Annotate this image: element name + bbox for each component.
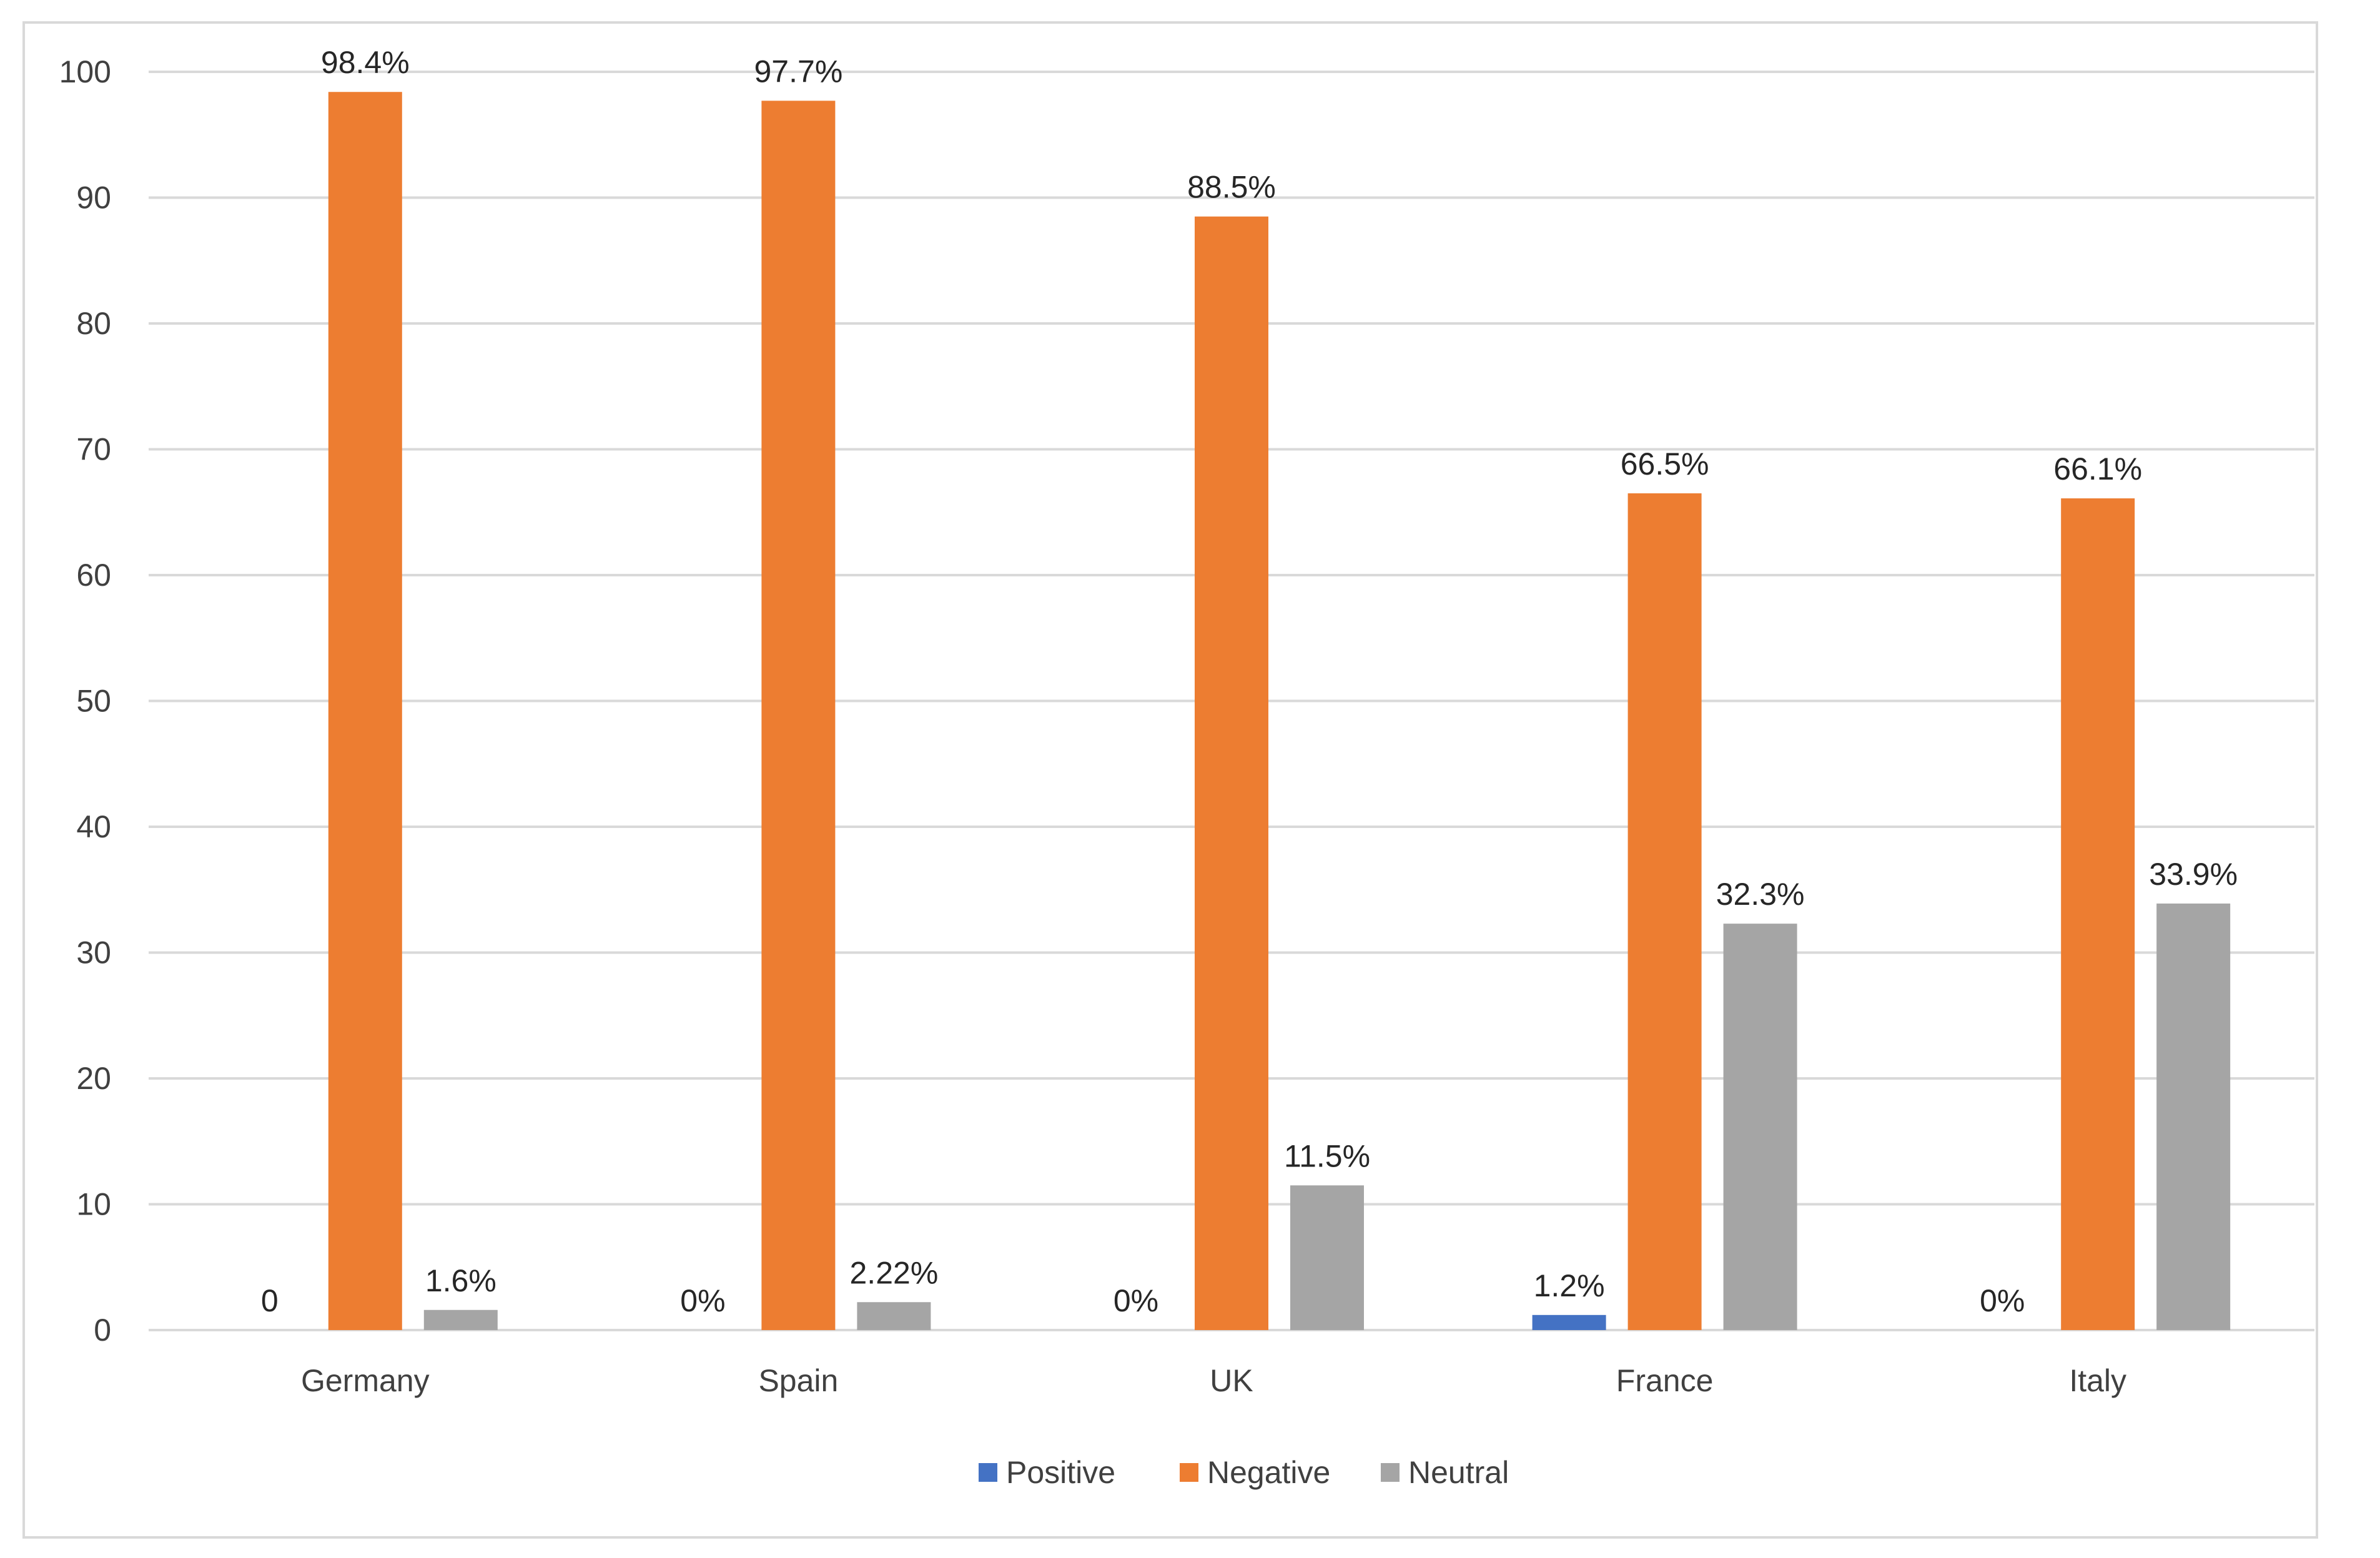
bar-neutral-germany — [423, 1309, 498, 1330]
legend-swatch-neutral — [1381, 1463, 1400, 1482]
data-label-positive-france: 1.2% — [1534, 1268, 1605, 1303]
data-label-neutral-uk: 11.5% — [1284, 1138, 1370, 1173]
bar-negative-france — [1627, 493, 1702, 1330]
data-label-negative-italy: 66.1% — [2053, 451, 2142, 486]
data-label-positive-uk: 0% — [1113, 1283, 1158, 1318]
data-label-neutral-spain: 2.22% — [850, 1255, 939, 1290]
bar-neutral-spain — [857, 1302, 931, 1330]
y-tick-label: 50 — [76, 684, 111, 719]
legend-swatch-negative — [1180, 1463, 1198, 1482]
data-label-negative-germany: 98.4% — [321, 45, 410, 80]
x-tick-label: UK — [1210, 1363, 1253, 1398]
y-tick-label: 20 — [76, 1061, 111, 1096]
y-axis-ticks: 0 10 20 30 40 50 60 70 80 90 100 — [59, 54, 111, 1348]
data-label-negative-uk: 88.5% — [1187, 170, 1276, 205]
y-tick-label: 10 — [76, 1187, 111, 1222]
data-label-positive-germany: 0 — [261, 1283, 279, 1318]
data-label-negative-france: 66.5% — [1621, 446, 1709, 481]
data-label-neutral-germany: 1.6% — [425, 1263, 496, 1298]
chart-frame — [22, 21, 2318, 1539]
y-tick-label: 80 — [76, 306, 111, 341]
data-label-positive-spain: 0% — [680, 1283, 725, 1318]
x-tick-label: Germany — [301, 1363, 430, 1398]
bar-negative-uk — [1195, 216, 1268, 1331]
bar-negative-spain — [761, 101, 836, 1331]
data-label-negative-spain: 97.7% — [754, 54, 843, 89]
legend-label-positive: Positive — [1006, 1455, 1115, 1490]
bars — [328, 92, 2231, 1331]
data-label-neutral-italy: 33.9% — [2149, 857, 2238, 892]
legend-swatch-positive — [979, 1463, 997, 1482]
bar-neutral-italy — [2156, 903, 2231, 1330]
bar-negative-germany — [328, 92, 402, 1331]
y-tick-label: 100 — [59, 54, 111, 89]
x-tick-label: France — [1616, 1363, 1714, 1398]
data-label-neutral-france: 32.3% — [1716, 877, 1805, 912]
y-tick-label: 90 — [76, 180, 111, 215]
legend-label-neutral: Neutral — [1408, 1455, 1509, 1490]
legend-label-negative: Negative — [1207, 1455, 1330, 1490]
x-tick-label: Italy — [2069, 1363, 2126, 1398]
data-label-positive-italy: 0% — [1980, 1283, 2025, 1318]
bar-negative-italy — [2061, 498, 2135, 1331]
y-tick-label: 60 — [76, 558, 111, 593]
bar-neutral-uk — [1290, 1185, 1364, 1330]
data-labels: 0 98.4% 1.6% 0% 97.7% 2.22% 0% 88.5% 11.5% 1.2% 66… — [261, 45, 2238, 1318]
x-axis-ticks: Germany Spain UK France Italy — [301, 1363, 2126, 1398]
y-tick-label: 40 — [76, 809, 111, 844]
x-tick-label: Spain — [758, 1363, 838, 1398]
bar-neutral-france — [1723, 924, 1797, 1330]
legend: Positive Negative Neutral — [979, 1455, 1509, 1490]
y-tick-label: 0 — [94, 1313, 111, 1348]
y-tick-label: 30 — [76, 935, 111, 970]
bar-positive-france — [1532, 1314, 1606, 1330]
y-tick-label: 70 — [76, 432, 111, 467]
